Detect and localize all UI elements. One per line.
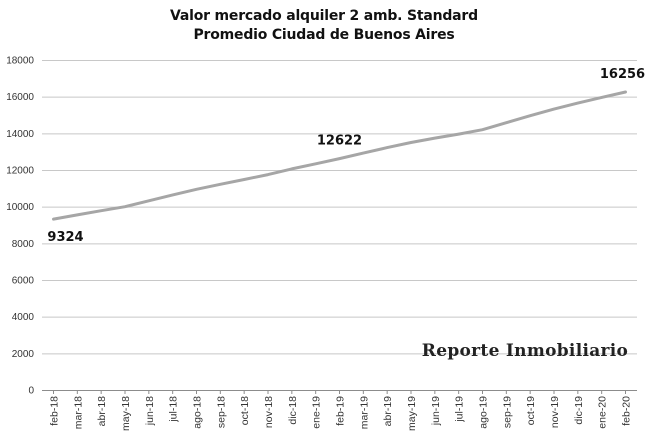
x-tick-label: sep-19 xyxy=(501,396,513,428)
y-tick-label: 18000 xyxy=(6,56,34,67)
x-tick-label: nov-19 xyxy=(549,396,561,428)
x-tick-label: abr-19 xyxy=(382,396,394,427)
x-tick-label: feb-20 xyxy=(621,396,633,426)
watermark-logo: Reporte Inmobiliario xyxy=(422,341,628,361)
y-tick-label: 16000 xyxy=(6,92,34,103)
data-label: 12622 xyxy=(317,134,362,149)
x-tick-label: ago-18 xyxy=(192,396,204,429)
y-tick-label: 14000 xyxy=(6,129,34,140)
x-tick-label: jun-19 xyxy=(430,396,442,426)
data-series xyxy=(52,90,627,221)
x-tick-label: ene-20 xyxy=(597,396,609,429)
chart-title: Valor mercado alquiler 2 amb. Standard xyxy=(170,8,478,24)
x-tick-label: mar-19 xyxy=(358,396,370,429)
x-tick-label: ene-19 xyxy=(311,396,323,429)
x-tick-label: jun-18 xyxy=(144,396,156,426)
data-label: 9324 xyxy=(47,230,83,245)
chart-subtitle: Promedio Ciudad de Buenos Aires xyxy=(193,27,455,43)
x-tick-label: may-19 xyxy=(406,396,418,431)
gridlines xyxy=(42,60,637,391)
x-tick-label: sep-18 xyxy=(215,396,227,428)
x-axis: feb-18 mar-18 abr-18 may-18 jun-18 jul-18 ago-… xyxy=(49,390,633,431)
x-tick-label: oct-18 xyxy=(239,396,251,425)
x-tick-label: feb-19 xyxy=(335,396,347,426)
y-tick-label: 8000 xyxy=(12,239,35,250)
y-tick-label: 10000 xyxy=(6,202,34,213)
data-labels: 9324 12622 16256 xyxy=(47,67,645,245)
x-tick-label: dic-18 xyxy=(287,396,299,425)
data-label: 16256 xyxy=(600,67,645,82)
x-tick-label: feb-18 xyxy=(49,396,61,426)
y-tick-label: 4000 xyxy=(12,312,35,323)
x-tick-label: mar-18 xyxy=(72,396,84,429)
y-axis: 0 2000 4000 6000 8000 10000 12000 14000 16000 180… xyxy=(6,56,34,397)
x-tick-label: jul-19 xyxy=(454,396,466,423)
y-tick-label: 6000 xyxy=(12,276,35,287)
series-line xyxy=(52,90,627,221)
x-tick-label: abr-18 xyxy=(96,396,108,427)
x-tick-label: ago-19 xyxy=(478,396,490,429)
x-tick-label: oct-19 xyxy=(525,396,537,425)
y-tick-label: 2000 xyxy=(12,349,35,360)
x-tick-label: jul-18 xyxy=(168,396,180,423)
x-tick-label: nov-18 xyxy=(263,396,275,428)
x-tick-label: may-18 xyxy=(120,396,132,431)
y-tick-label: 0 xyxy=(28,386,34,397)
x-tick-label: dic-19 xyxy=(573,396,585,425)
y-tick-label: 12000 xyxy=(6,166,34,177)
